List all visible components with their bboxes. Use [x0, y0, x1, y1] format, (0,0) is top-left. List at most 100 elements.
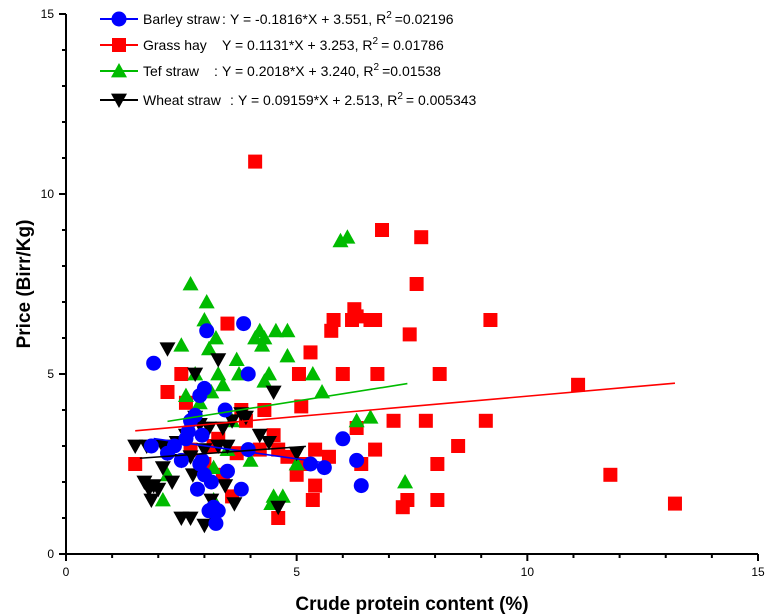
triangle-down-point: [266, 386, 282, 400]
x-tick-label: 10: [521, 565, 535, 579]
circle-point: [204, 475, 219, 490]
square-point: [248, 155, 262, 169]
triangle-up-point: [178, 388, 194, 402]
square-point: [603, 468, 617, 482]
circle-point: [220, 464, 235, 479]
triangle-up-point: [349, 413, 365, 427]
legend-colon: :: [222, 11, 226, 27]
square-point: [292, 367, 306, 381]
square-point: [128, 457, 142, 471]
square-point: [336, 367, 350, 381]
square-point: [479, 414, 493, 428]
legend-colon: :: [230, 92, 234, 108]
triangle-up-point: [173, 337, 189, 351]
legend-series-name: Wheat straw: [143, 92, 222, 108]
data-points: [127, 155, 682, 534]
legend-item-grass-hay: Grass hay Y = 0.1131*X + 3.253, R2 = 0.017…: [100, 36, 444, 53]
circle-point: [195, 453, 210, 468]
x-tick-label: 5: [293, 565, 300, 579]
circle-point: [234, 482, 249, 497]
square-point: [160, 385, 174, 399]
square-point: [308, 479, 322, 493]
triangle-up-point: [397, 474, 413, 488]
square-point: [304, 345, 318, 359]
circle-point: [195, 428, 210, 443]
triangle-down-point: [210, 353, 226, 367]
circle-point: [190, 482, 205, 497]
legend-equation: Y = -0.1816*X + 3.551, R2 =0.02196: [230, 10, 454, 27]
triangle-down-point: [159, 342, 175, 356]
square-point: [306, 493, 320, 507]
circle-point: [197, 381, 212, 396]
x-tick-label: 15: [751, 565, 765, 579]
circle-point: [199, 323, 214, 338]
triangle-down-point: [226, 497, 242, 511]
square-point: [430, 493, 444, 507]
y-axis-ticks: 0 5 10 15: [41, 7, 66, 561]
circle-point: [354, 478, 369, 493]
square-point: [419, 414, 433, 428]
triangle-up-point: [279, 323, 295, 337]
triangle-up-point: [183, 276, 199, 290]
square-point: [387, 414, 401, 428]
legend-equation: Y = 0.1131*X + 3.253, R2 = 0.01786: [222, 36, 444, 53]
y-axis-title: Price (Birr/Kg): [14, 220, 35, 349]
square-point: [483, 313, 497, 327]
circle-point: [146, 356, 161, 371]
circle-point: [349, 453, 364, 468]
legend-equation: Y = 0.09159*X + 2.513, R2 = 0.005343: [238, 91, 477, 108]
square-point: [410, 277, 424, 291]
legend-item-barley-straw: Barley straw: Y = -0.1816*X + 3.551, R2 =0…: [100, 10, 454, 27]
y-tick-label: 0: [47, 547, 54, 561]
x-tick-label: 0: [63, 565, 70, 579]
x-axis-title: Crude protein content (%): [295, 594, 528, 615]
legend-series-name: Grass hay: [143, 37, 207, 53]
square-point: [308, 443, 322, 457]
square-point: [368, 443, 382, 457]
triangle-up-point: [210, 366, 226, 380]
legend-square-marker: [112, 38, 126, 52]
y-tick-label: 15: [41, 7, 55, 21]
legend-circle-marker: [112, 12, 127, 27]
legend: Barley straw: Y = -0.1816*X + 3.551, R2 =0…: [100, 10, 477, 108]
square-point: [350, 309, 364, 323]
square-point: [451, 439, 465, 453]
legend-equation: Y = 0.2018*X + 3.240, R2 =0.01538: [222, 62, 441, 79]
circle-point: [303, 457, 318, 472]
circle-point: [211, 503, 226, 518]
y-tick-label: 5: [47, 367, 54, 381]
legend-colon: :: [214, 63, 218, 79]
triangle-down-point: [164, 476, 180, 490]
square-point: [414, 230, 428, 244]
square-point: [375, 223, 389, 237]
circle-point: [335, 431, 350, 446]
x-axis-ticks: 0 5 10 15: [63, 554, 765, 579]
triangle-up-point: [261, 366, 277, 380]
triangle-up-point: [362, 409, 378, 423]
square-point: [368, 313, 382, 327]
square-point: [433, 367, 447, 381]
square-point: [220, 317, 234, 331]
legend-series-name: Tef straw: [143, 63, 200, 79]
circle-point: [218, 403, 233, 418]
triangle-up-point: [199, 294, 215, 308]
circle-point: [208, 516, 223, 531]
square-point: [327, 313, 341, 327]
legend-item-wheat-straw: Wheat straw: Y = 0.09159*X + 2.513, R2 = 0…: [100, 91, 477, 108]
square-point: [571, 378, 585, 392]
square-point: [403, 327, 417, 341]
square-point: [430, 457, 444, 471]
circle-point: [144, 439, 159, 454]
triangle-up-point: [305, 366, 321, 380]
triangle-up-point: [279, 348, 295, 362]
square-point: [370, 367, 384, 381]
circle-point: [241, 367, 256, 382]
legend-item-tef-straw: Tef straw: Y = 0.2018*X + 3.240, R2 =0.015…: [100, 62, 441, 79]
legend-series-name: Barley straw: [143, 11, 221, 27]
square-point: [668, 497, 682, 511]
square-point: [174, 367, 188, 381]
y-tick-label: 10: [41, 187, 55, 201]
triangle-up-point: [229, 352, 245, 366]
square-point: [400, 493, 414, 507]
